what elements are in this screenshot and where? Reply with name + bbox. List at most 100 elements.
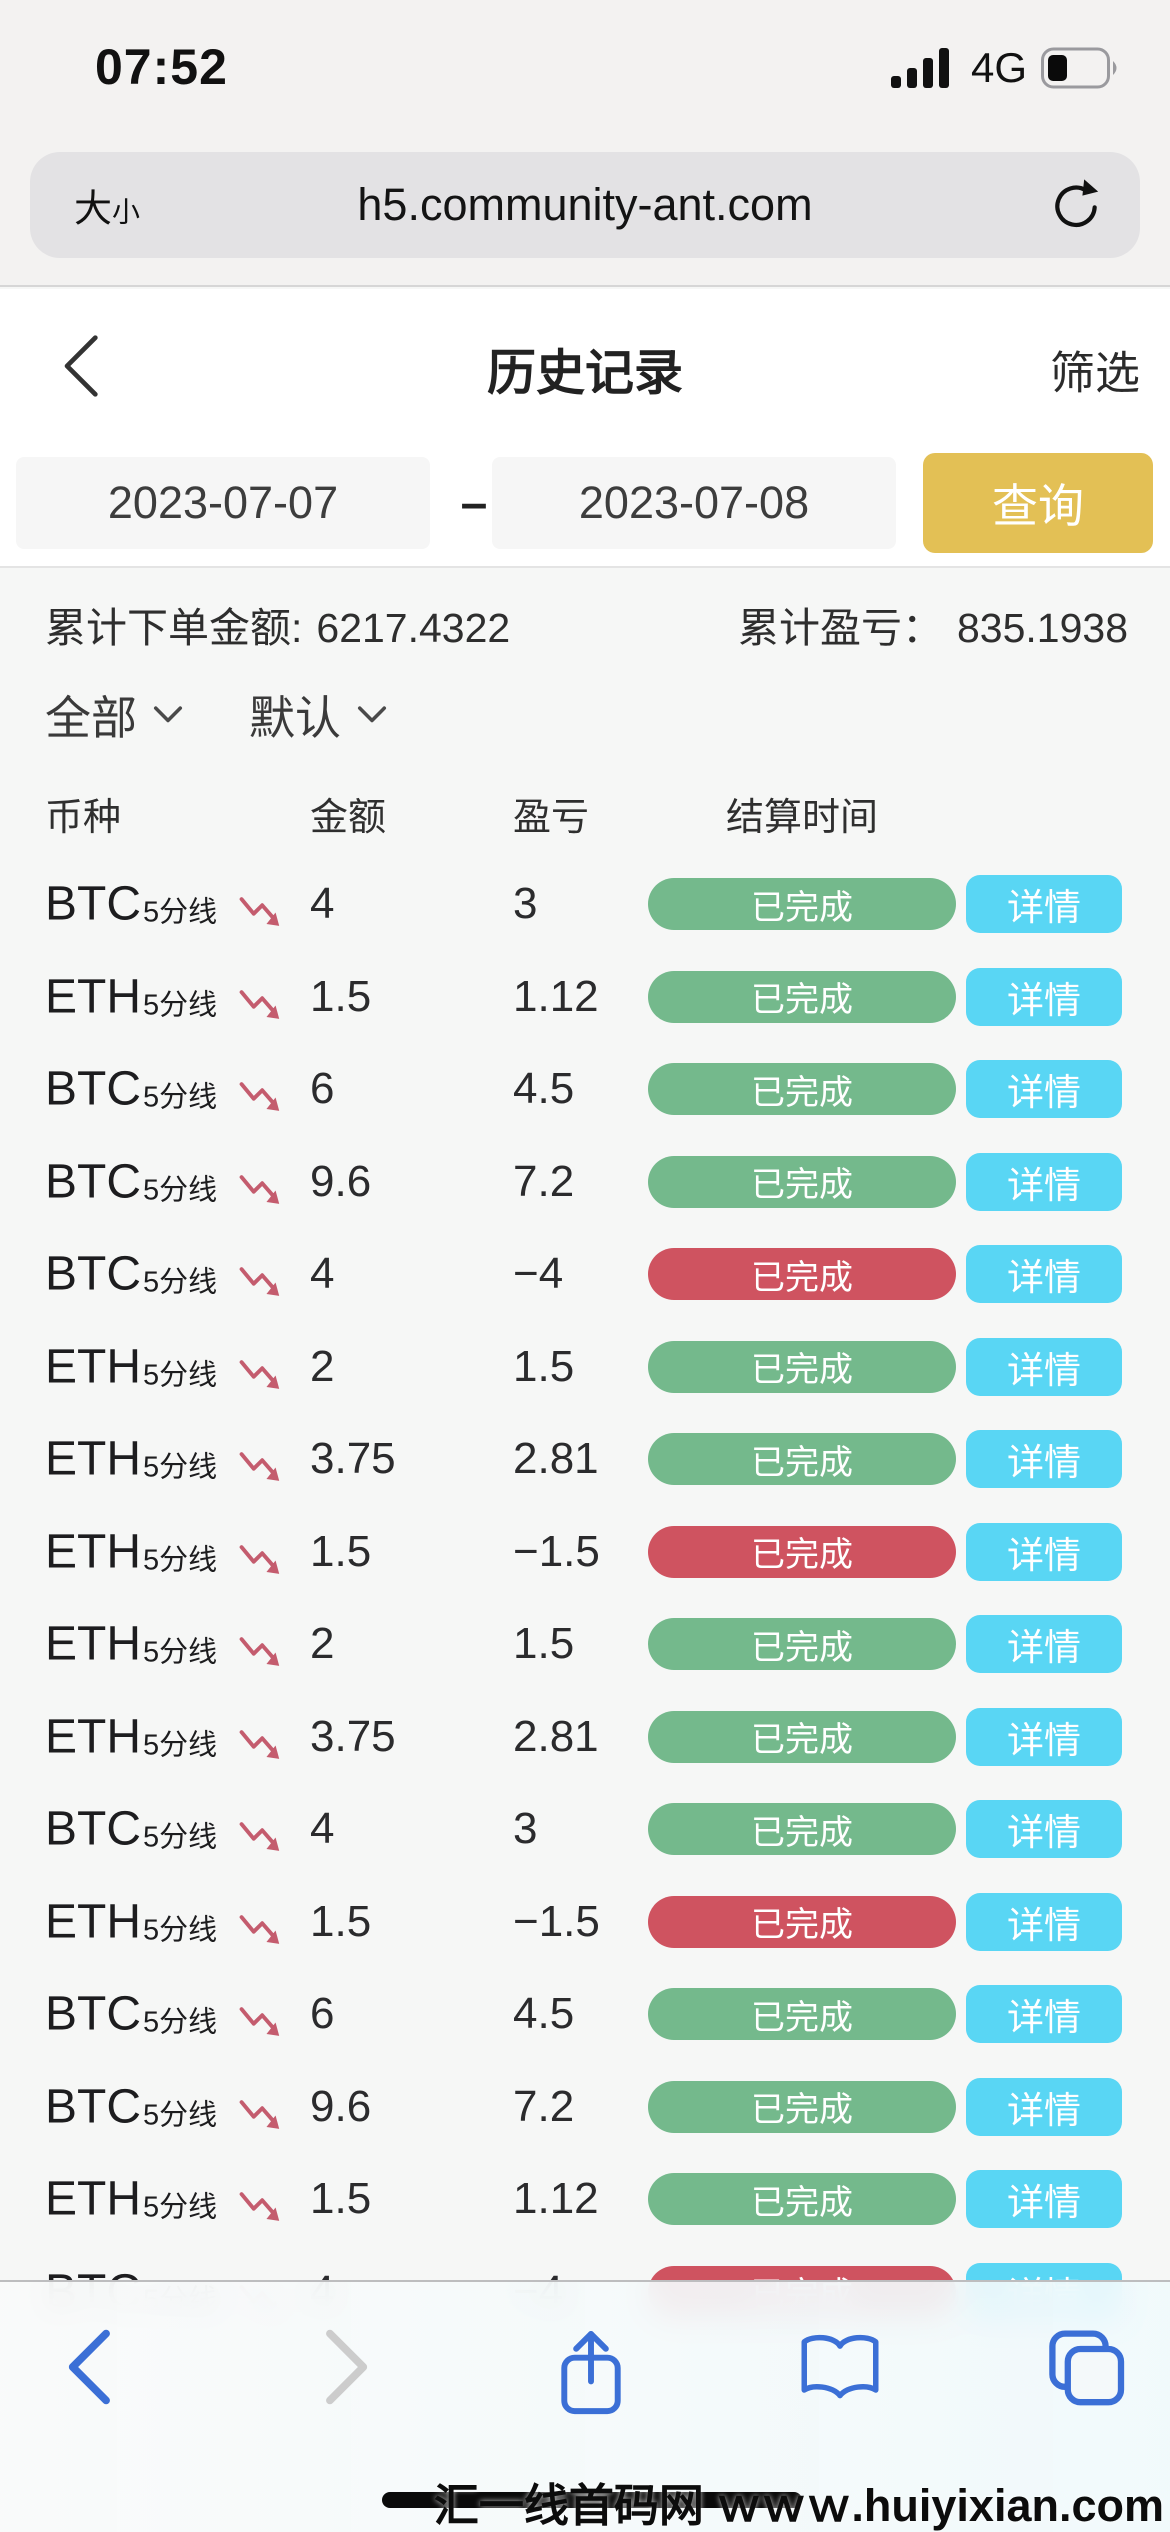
- trend-down-icon: [239, 1729, 280, 1759]
- filter-button[interactable]: 筛选: [1049, 347, 1140, 399]
- table-row: BTC 5分线 4 3 已完成 详情: [0, 858, 1170, 951]
- amount-value: 9.6: [310, 1156, 372, 1206]
- coin-period: 5分线: [143, 1914, 218, 1947]
- amount-value: 1.5: [310, 2174, 372, 2224]
- table-row: BTC 5分线 4 3 已完成 详情: [0, 1783, 1170, 1876]
- network-type-label: 4G: [970, 44, 1027, 91]
- coin-cell: ETH 5分线: [45, 969, 283, 1024]
- details-button[interactable]: 详情: [966, 1615, 1122, 1674]
- amount-value: 1.5: [310, 1896, 372, 1946]
- amount-value: 9.6: [310, 2081, 372, 2131]
- coin-period: 5分线: [143, 1544, 218, 1577]
- coin-name: BTC: [45, 1247, 141, 1301]
- pnl-value: 1.5: [513, 1341, 575, 1391]
- status-badge: 已完成: [648, 1433, 956, 1486]
- reload-icon[interactable]: [1048, 177, 1104, 233]
- total-order-summary: 累计下单金额: 6217.4322: [45, 594, 510, 654]
- pnl-value: 1.12: [513, 2174, 599, 2224]
- details-button[interactable]: 详情: [966, 1152, 1122, 1211]
- pnl-value: −4: [513, 1249, 564, 1299]
- details-button[interactable]: 详情: [966, 875, 1122, 934]
- home-indicator[interactable]: [382, 2492, 802, 2508]
- url-text[interactable]: h5.community-ant.com: [357, 179, 813, 230]
- tabs-button[interactable]: [1044, 2328, 1128, 2415]
- address-bar[interactable]: 大小 h5.community-ant.com: [30, 152, 1140, 258]
- coin-name: ETH: [45, 1617, 141, 1671]
- browser-back-button[interactable]: [62, 2328, 114, 2409]
- date-range-row: 2023-07-07 – 2023-07-08 查询: [0, 453, 1170, 553]
- pnl-value: 7.2: [513, 1156, 575, 1206]
- table-row: ETH 5分线 2 1.5 已完成 详情: [0, 1598, 1170, 1691]
- coin-name: ETH: [45, 2172, 141, 2226]
- details-button[interactable]: 详情: [966, 1707, 1122, 1766]
- trend-down-icon: [239, 2099, 280, 2129]
- coin-cell: ETH 5分线: [45, 1617, 283, 1672]
- col-header-amount: 金额: [310, 797, 387, 839]
- total-pnl-summary: 累计盈亏： 835.1938: [738, 594, 1128, 654]
- watermark-text: 汇一线首码网 ｗｗｗ.huiyixian.com: [433, 2480, 1164, 2531]
- sort-dropdown-label: 默认: [249, 692, 341, 744]
- back-icon[interactable]: [58, 333, 102, 399]
- pnl-value: 7.2: [513, 2081, 575, 2131]
- coin-name: BTC: [45, 2080, 141, 2134]
- details-button[interactable]: 详情: [966, 1430, 1122, 1489]
- pnl-value: 2.81: [513, 1711, 599, 1761]
- browser-forward-button[interactable]: [322, 2328, 374, 2409]
- trend-down-icon: [239, 1544, 280, 1574]
- market-dropdown[interactable]: 全部: [45, 682, 183, 748]
- pnl-value: 3: [513, 879, 538, 929]
- status-badge: 已完成: [648, 1618, 956, 1671]
- status-badge: 已完成: [648, 1710, 956, 1763]
- details-button[interactable]: 详情: [966, 1060, 1122, 1119]
- coin-cell: ETH 5分线: [45, 1524, 283, 1579]
- details-button[interactable]: 详情: [966, 967, 1122, 1026]
- total-pnl-label: 累计盈亏：: [737, 605, 943, 651]
- details-button[interactable]: 详情: [966, 1985, 1122, 2044]
- coin-period: 5分线: [143, 1821, 218, 1854]
- trend-down-icon: [239, 1822, 280, 1852]
- details-button[interactable]: 详情: [966, 1337, 1122, 1396]
- details-button[interactable]: 详情: [966, 1522, 1122, 1581]
- status-badge: 已完成: [648, 2080, 956, 2133]
- status-badge: 已完成: [648, 1248, 956, 1301]
- coin-period: 5分线: [143, 2006, 218, 2039]
- table-row: ETH 5分线 1.5 1.12 已完成 详情: [0, 2153, 1170, 2246]
- trend-down-icon: [239, 897, 280, 927]
- bookmarks-button[interactable]: [796, 2328, 884, 2411]
- col-header-coin: 币种: [45, 797, 122, 839]
- details-button[interactable]: 详情: [966, 1892, 1122, 1951]
- details-button[interactable]: 详情: [966, 2170, 1122, 2229]
- start-date-input[interactable]: 2023-07-07: [16, 457, 430, 549]
- chevron-down-icon: [153, 706, 183, 723]
- history-content: 累计下单金额: 6217.4322 累计盈亏： 835.1938 全部 默认: [0, 570, 1170, 2532]
- total-pnl-value: 835.1938: [956, 605, 1128, 651]
- sort-dropdown[interactable]: 默认: [249, 682, 387, 748]
- coin-period: 5分线: [143, 2191, 218, 2224]
- coin-period: 5分线: [143, 1636, 218, 1669]
- share-button[interactable]: [552, 2328, 630, 2423]
- coin-period: 5分线: [143, 1266, 218, 1299]
- coin-name: ETH: [45, 1340, 141, 1394]
- coin-name: ETH: [45, 1710, 141, 1764]
- amount-value: 1.5: [310, 1526, 372, 1576]
- battery-icon: [1041, 47, 1117, 89]
- query-button[interactable]: 查询: [923, 453, 1153, 553]
- details-button[interactable]: 详情: [966, 1800, 1122, 1859]
- total-order-value: 6217.4322: [316, 605, 511, 651]
- status-badge: 已完成: [648, 1895, 956, 1948]
- trend-down-icon: [239, 1359, 280, 1389]
- details-button[interactable]: 详情: [966, 2077, 1122, 2136]
- text-size-button[interactable]: 大小: [74, 188, 141, 231]
- date-range-dash: –: [460, 476, 488, 530]
- coin-name: ETH: [45, 970, 141, 1024]
- table-row: ETH 5分线 1.5 1.12 已完成 详情: [0, 951, 1170, 1044]
- status-badge: 已完成: [648, 1988, 956, 2041]
- end-date-input[interactable]: 2023-07-08: [492, 457, 896, 549]
- details-button[interactable]: 详情: [966, 1245, 1122, 1304]
- amount-value: 1.5: [310, 971, 372, 1021]
- status-badge: 已完成: [648, 1155, 956, 1208]
- trend-down-icon: [239, 1267, 280, 1297]
